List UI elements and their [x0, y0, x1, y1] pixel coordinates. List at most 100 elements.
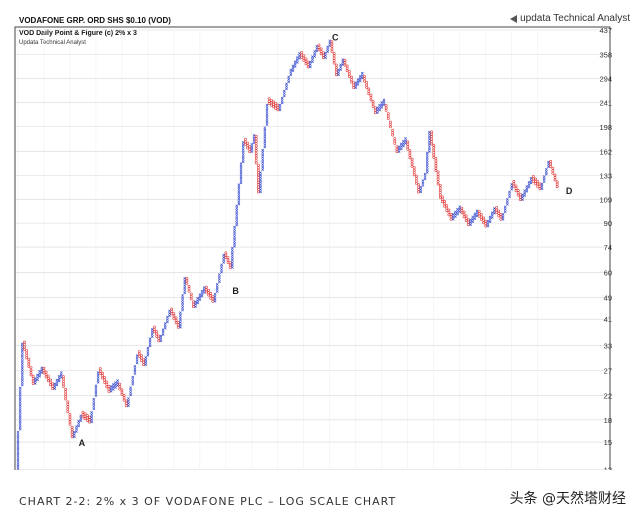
o-mark — [185, 279, 189, 283]
x-mark — [239, 179, 243, 182]
x-mark — [16, 459, 20, 463]
x-mark — [144, 363, 148, 366]
x-mark — [16, 462, 20, 466]
x-column — [328, 39, 332, 47]
x-mark — [233, 237, 236, 241]
o-mark — [434, 159, 438, 163]
x-mark — [263, 140, 267, 144]
x-column — [382, 98, 386, 107]
x-mark — [213, 292, 217, 296]
x-mark — [16, 447, 20, 451]
x-mark — [529, 179, 533, 182]
x-mark — [235, 206, 239, 210]
x-mark — [282, 94, 286, 98]
o-mark — [254, 156, 258, 160]
o-mark — [449, 215, 453, 219]
x-mark — [540, 182, 544, 186]
x-column — [506, 198, 509, 206]
o-column — [484, 219, 488, 228]
o-mark — [352, 81, 356, 85]
x-mark — [220, 270, 223, 274]
x-mark — [36, 373, 39, 377]
x-mark — [146, 346, 150, 350]
x-mark — [38, 370, 42, 373]
x-mark — [231, 251, 234, 255]
x-mark — [313, 50, 317, 53]
o-mark — [224, 251, 228, 255]
o-mark — [155, 330, 158, 333]
o-mark — [44, 373, 48, 376]
x-mark — [428, 133, 431, 136]
o-mark — [352, 83, 356, 87]
o-mark — [124, 401, 128, 405]
x-column — [220, 263, 223, 274]
x-mark — [263, 126, 267, 129]
o-mark — [254, 161, 258, 165]
o-mark — [332, 51, 336, 55]
x-mark — [222, 253, 226, 257]
x-mark — [250, 142, 254, 146]
x-column — [293, 60, 297, 68]
x-mark — [311, 60, 314, 63]
x-mark — [315, 44, 319, 48]
o-mark — [306, 63, 310, 66]
o-column — [430, 130, 433, 146]
o-mark — [64, 390, 68, 394]
x-mark — [469, 220, 472, 224]
x-mark — [161, 333, 165, 336]
o-mark — [31, 377, 35, 381]
watermark: 头条 @天然塔财经 — [509, 491, 626, 507]
x-mark — [198, 298, 202, 301]
x-mark — [92, 407, 96, 411]
x-column — [77, 419, 80, 428]
x-mark — [289, 70, 293, 74]
pf-columns — [16, 39, 559, 470]
x-mark — [252, 136, 256, 140]
y-tick-label: 49 — [604, 293, 612, 302]
x-mark — [527, 185, 531, 189]
o-mark — [29, 373, 33, 377]
o-mark — [365, 81, 369, 84]
x-mark — [259, 190, 262, 194]
o-mark — [51, 384, 55, 388]
o-mark — [466, 218, 470, 222]
o-mark — [434, 164, 438, 168]
o-mark — [438, 188, 442, 192]
o-column — [334, 63, 338, 77]
o-column — [367, 87, 371, 96]
o-mark — [174, 321, 178, 325]
x-mark — [428, 147, 431, 151]
o-mark — [412, 171, 416, 174]
x-mark — [235, 211, 239, 215]
o-mark — [332, 56, 336, 60]
o-mark — [46, 379, 50, 383]
o-column — [304, 57, 308, 66]
x-mark — [425, 163, 429, 167]
x-column — [196, 296, 200, 305]
x-mark — [127, 397, 130, 400]
o-mark — [363, 74, 366, 78]
o-mark — [88, 420, 91, 424]
x-mark — [144, 355, 148, 359]
o-mark — [137, 352, 141, 356]
o-mark — [98, 372, 102, 375]
y-tick-label: 90 — [604, 219, 612, 228]
x-mark — [241, 141, 245, 144]
x-mark — [179, 318, 182, 322]
o-mark — [330, 45, 334, 48]
x-mark — [354, 81, 358, 85]
o-mark — [124, 404, 128, 408]
x-mark — [231, 254, 234, 257]
o-mark — [256, 188, 260, 191]
o-mark — [460, 206, 464, 210]
x-mark — [235, 216, 239, 220]
x-mark — [20, 354, 24, 358]
x-mark — [337, 70, 340, 74]
o-mark — [176, 325, 180, 329]
x-mark — [237, 195, 241, 199]
o-mark — [122, 396, 126, 400]
x-mark — [237, 202, 241, 206]
o-mark — [393, 141, 397, 145]
x-mark — [326, 50, 329, 54]
o-mark — [553, 176, 557, 179]
